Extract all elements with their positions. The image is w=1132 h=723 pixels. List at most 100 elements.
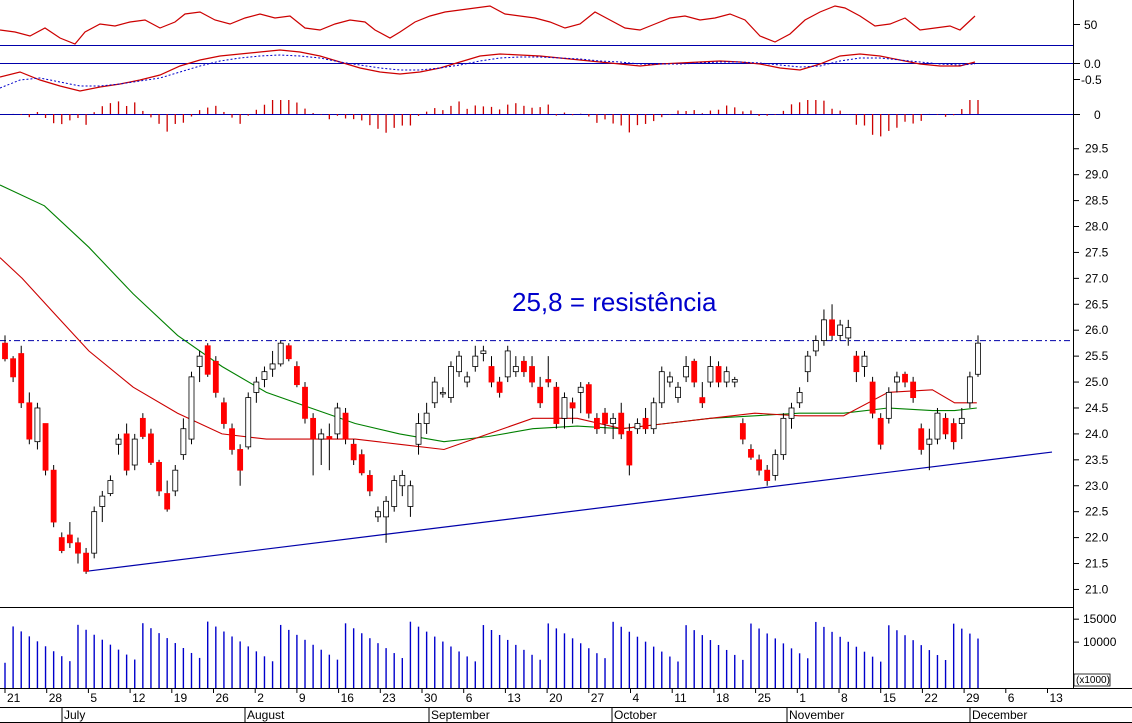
candle-up [683,366,690,378]
candle-down [148,433,154,463]
x-day-label: 21 [7,691,21,705]
candle-down [237,449,244,471]
candle-down [164,493,171,510]
candle-down [50,469,57,523]
candle-down [521,360,527,373]
x-day-label: 13 [507,691,521,705]
x-day-label: 9 [299,691,306,705]
price-tick-label: 21.5 [1085,557,1109,571]
candle-up [561,397,568,419]
candle-up [577,386,584,393]
x-day-label: 8 [841,691,848,705]
candle-up [423,412,430,424]
candle-down [42,423,49,471]
candle-down [10,358,17,378]
price-tick-label: 23.5 [1085,453,1109,467]
x-day-label: 25 [758,691,772,705]
candle-down [537,386,544,404]
candle-up [99,495,106,507]
price-panel: 25,8 = resistência 29.529.028.528.027.52… [0,142,1109,596]
macd-panel: 0.0 -0.5 [0,49,1102,92]
candle-down [123,433,130,471]
candle-down [553,386,560,424]
moving-average-slow-line [0,184,977,443]
x-month-label: September [431,708,490,722]
candle-down [602,412,608,424]
x-day-label: 19 [174,691,188,705]
x-month-label: November [789,708,844,722]
candle-down [593,417,600,430]
candle-down [748,449,754,458]
candle-up [610,417,617,424]
candle-up [245,397,252,448]
candlesticks [2,304,981,574]
price-tick-label: 26.5 [1085,297,1109,311]
candle-down [529,366,535,383]
candle-down [2,342,8,360]
x-day-label: 1 [799,691,806,705]
candle-up [821,319,827,341]
price-tick-label: 22.0 [1085,531,1109,545]
x-day-label: 16 [341,691,355,705]
candle-down [366,474,373,492]
candle-up [650,402,657,430]
x-day-label: 22 [924,691,938,705]
volume-unit-label: (x1000) [1076,675,1110,686]
x-day-label: 12 [132,691,146,705]
candle-up [115,438,122,445]
volume-unit-box [1073,673,1111,687]
macd-tick-label: 0.0 [1084,57,1101,71]
x-day-label: 26 [216,691,230,705]
price-tick-label: 27.0 [1085,271,1109,285]
x-month-label: October [614,708,657,722]
candle-down [739,423,746,440]
oscillator-line [0,5,976,45]
x-day-label: 13 [1050,691,1064,705]
candle-down [83,552,89,572]
candle-up [472,355,479,367]
x-month-label: August [247,708,285,722]
candle-down [58,537,65,551]
candle-down [212,360,219,393]
candle-up [861,355,868,367]
candle-up [731,379,738,383]
candle-up [277,342,284,365]
candle-down [764,469,771,481]
candle-down [302,386,308,419]
candle-up [837,324,844,336]
candle-down [585,384,592,414]
volume-tick-label: 15000 [1083,612,1117,626]
x-month-label: July [64,708,85,722]
candle-down [496,381,503,393]
candle-up [894,376,900,383]
price-tick-label: 22.5 [1085,505,1109,519]
candle-up [180,428,187,456]
candle-down [342,412,349,440]
candle-down [293,366,300,386]
price-tick-label: 24.0 [1085,427,1109,441]
x-day-label: 6 [466,691,473,705]
candle-down [488,366,495,383]
candle-up [480,350,487,354]
candle-up [431,381,438,404]
candle-up [415,423,422,445]
x-day-label: 2 [257,691,264,705]
volume-tick-label: 10000 [1083,635,1117,649]
price-tick-label: 28.0 [1085,220,1109,234]
volume-bars [4,621,979,688]
candle-down [902,373,908,383]
x-day-label: 27 [591,691,605,705]
x-day-label: 18 [716,691,730,705]
candle-up [399,474,406,487]
candle-down [853,355,860,373]
candle-up [131,438,138,466]
candle-up [253,381,260,393]
price-tick-label: 27.5 [1085,245,1109,259]
candle-down [18,353,25,404]
candle-down [877,417,884,445]
x-day-label: 23 [382,691,396,705]
candle-up [707,366,714,383]
candle-down [910,381,917,399]
histogram-tick-label: 0 [1094,108,1101,122]
volume-panel: 15000 10000 (x1000) [4,612,1117,688]
